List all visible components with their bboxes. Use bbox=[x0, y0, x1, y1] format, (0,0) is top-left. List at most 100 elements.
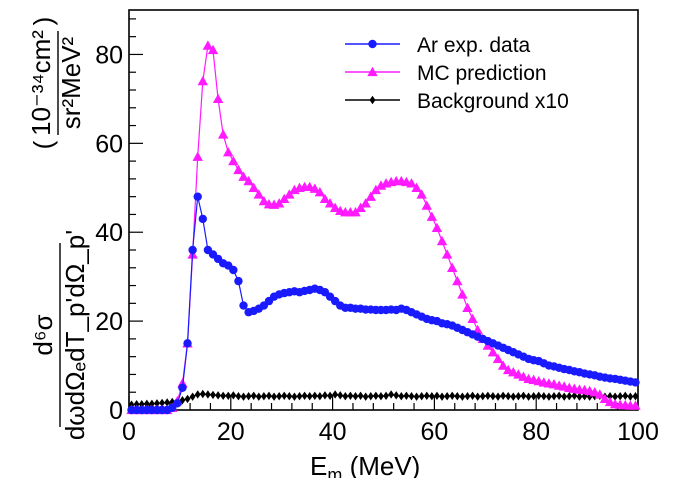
data-point bbox=[235, 392, 242, 401]
data-point bbox=[239, 301, 248, 310]
x-axis: 0 20 40 60 80 100 bbox=[122, 396, 659, 446]
data-point bbox=[184, 394, 191, 404]
data-point bbox=[301, 391, 308, 400]
legend-marker bbox=[369, 95, 376, 105]
data-point bbox=[178, 383, 187, 392]
data-point bbox=[210, 390, 216, 400]
data-point bbox=[212, 93, 224, 104]
legend-label: Background x10 bbox=[417, 90, 569, 113]
data-point bbox=[398, 392, 405, 401]
y-axis-title-numerator: d⁶σ bbox=[28, 314, 58, 355]
data-point bbox=[411, 182, 422, 192]
data-point bbox=[464, 392, 471, 401]
data-point bbox=[467, 313, 478, 324]
data-point bbox=[350, 207, 361, 217]
data-point bbox=[238, 171, 249, 181]
data-point bbox=[434, 391, 440, 400]
data-point bbox=[342, 392, 349, 401]
data-point bbox=[360, 198, 371, 208]
data-point bbox=[207, 44, 219, 55]
data-point bbox=[426, 211, 438, 221]
data-point bbox=[403, 391, 410, 400]
data-point bbox=[357, 391, 364, 400]
data-point bbox=[362, 392, 369, 401]
data-point bbox=[164, 398, 171, 407]
data-point bbox=[452, 275, 463, 286]
plot-frame bbox=[128, 9, 639, 411]
data-point bbox=[497, 360, 509, 370]
data-point bbox=[276, 392, 283, 401]
data-point bbox=[143, 399, 150, 408]
y-tick-label: 80 bbox=[95, 41, 123, 69]
data-point bbox=[311, 391, 318, 400]
data-point bbox=[439, 392, 445, 401]
data-point bbox=[378, 392, 384, 401]
data-point bbox=[492, 353, 504, 364]
data-point bbox=[260, 392, 267, 401]
data-point bbox=[253, 189, 264, 199]
data-point bbox=[388, 390, 395, 399]
x-tick-label: 80 bbox=[522, 418, 550, 446]
data-point bbox=[447, 262, 458, 272]
series-layer bbox=[126, 40, 641, 415]
y-axis-units-denominator: sr²MeV² bbox=[56, 36, 86, 129]
data-point bbox=[281, 391, 288, 400]
data-point bbox=[332, 390, 339, 399]
y-axis-units-numerator: 10⁻³⁴cm² bbox=[26, 30, 56, 136]
data-point bbox=[431, 222, 443, 232]
data-point bbox=[198, 214, 208, 224]
data-point bbox=[617, 392, 624, 401]
data-point bbox=[234, 276, 243, 286]
x-tick-label: 100 bbox=[617, 418, 659, 446]
y-tick-label: 20 bbox=[95, 308, 123, 336]
data-point bbox=[173, 399, 182, 408]
data-point bbox=[240, 392, 247, 401]
legend-entry: MC prediction bbox=[345, 62, 547, 85]
data-point bbox=[286, 392, 293, 401]
y-axis-title-denominator: dωdΩₑdT_p'dΩ_p' bbox=[60, 230, 90, 440]
x-tick-label: 0 bbox=[122, 418, 136, 446]
data-point bbox=[393, 391, 400, 400]
data-point bbox=[189, 392, 196, 401]
data-point bbox=[245, 392, 252, 401]
data-point bbox=[255, 392, 262, 401]
data-point bbox=[248, 182, 259, 192]
y-axis-title: d⁶σ dωdΩₑdT_p'dΩ_p' ( 10⁻³⁴cm² sr²MeV² ) bbox=[26, 17, 90, 441]
data-point bbox=[279, 193, 290, 204]
y-tick-label: 40 bbox=[95, 219, 123, 247]
data-point bbox=[457, 289, 468, 299]
data-point bbox=[284, 189, 295, 199]
data-point bbox=[202, 40, 214, 50]
data-point bbox=[627, 392, 634, 401]
y-units-paren-left: ( bbox=[28, 140, 58, 149]
data-point bbox=[228, 155, 239, 166]
data-point bbox=[188, 245, 197, 255]
data-point bbox=[535, 391, 542, 400]
data-point bbox=[436, 235, 448, 246]
data-point bbox=[316, 392, 323, 401]
data-point bbox=[441, 249, 453, 259]
data-point bbox=[454, 392, 461, 401]
data-point bbox=[510, 392, 517, 401]
data-point bbox=[192, 151, 203, 161]
legend-label: MC prediction bbox=[417, 62, 547, 85]
data-point bbox=[530, 392, 537, 401]
legend-marker bbox=[367, 66, 378, 77]
data-point bbox=[418, 392, 425, 401]
data-point bbox=[194, 390, 201, 399]
data-point bbox=[500, 391, 507, 400]
data-point bbox=[383, 391, 389, 400]
x-tick-label: 40 bbox=[319, 418, 347, 446]
data-point bbox=[271, 392, 278, 401]
data-point bbox=[193, 192, 202, 201]
x-tick-label: 60 bbox=[420, 418, 448, 446]
data-point bbox=[347, 391, 354, 400]
data-point bbox=[489, 392, 496, 401]
data-point bbox=[291, 392, 298, 401]
data-point bbox=[197, 75, 209, 86]
data-point bbox=[243, 175, 254, 186]
data-point bbox=[599, 393, 611, 404]
data-point bbox=[525, 392, 532, 401]
series-circle bbox=[127, 192, 640, 415]
data-point bbox=[462, 302, 473, 312]
